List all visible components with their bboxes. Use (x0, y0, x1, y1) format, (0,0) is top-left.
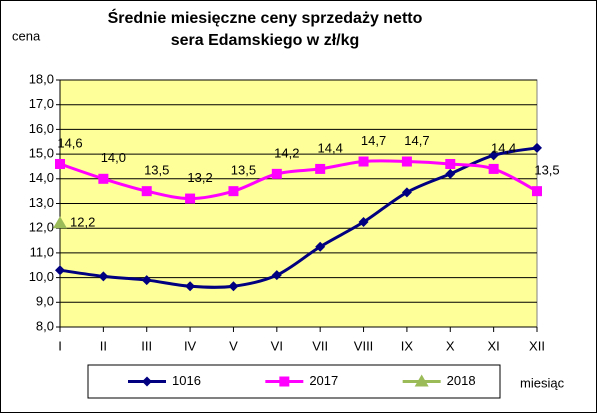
data-label: 14,0 (101, 150, 126, 165)
data-label: 14,4 (318, 140, 343, 155)
data-point (53, 216, 67, 229)
data-point (271, 270, 282, 281)
x-tick-label: IX (401, 338, 414, 353)
y-tick-label: 18,0 (29, 71, 54, 86)
x-tick-label: II (100, 338, 107, 353)
data-point (185, 193, 196, 204)
data-point (488, 150, 499, 161)
data-point (488, 163, 499, 174)
data-label: 14,7 (404, 133, 429, 148)
x-tick-label: X (446, 338, 455, 353)
data-label: 14,4 (491, 140, 516, 155)
x-tick-label: V (229, 338, 238, 353)
data-point (98, 173, 109, 184)
data-point (358, 217, 369, 228)
data-label: 14,6 (57, 135, 82, 150)
y-tick-label: 11,0 (30, 244, 54, 259)
legend-label: 1016 (172, 373, 201, 388)
x-tick-label: I (58, 338, 62, 353)
data-point (532, 142, 542, 153)
x-tick-label: VII (312, 338, 328, 353)
y-tick-label: 8,0 (36, 318, 54, 333)
y-tick-label: 17,0 (29, 96, 54, 111)
data-point (401, 187, 412, 198)
data-label: 13,5 (231, 163, 256, 178)
data-label: 13,5 (534, 163, 559, 178)
legend-label: 2018 (447, 373, 476, 388)
legend-marker (414, 374, 429, 387)
data-point (445, 168, 456, 179)
data-point (315, 163, 326, 174)
y-tick-label: 13,0 (29, 195, 54, 210)
y-tick-label: 9,0 (36, 294, 54, 309)
x-tick-label: VI (271, 338, 283, 353)
data-label: 14,2 (274, 145, 299, 160)
chart-title: Średnie miesięczne ceny sprzedaży netto … (107, 10, 423, 49)
x-tick-label: XII (529, 338, 545, 353)
data-point (532, 186, 542, 197)
legend-marker (142, 376, 152, 387)
data-point (141, 275, 152, 286)
x-tick-label: XI (487, 338, 499, 353)
data-point (141, 186, 152, 197)
data-label: 13,2 (187, 170, 212, 185)
x-axis-label: miesiąc (520, 375, 565, 390)
data-point (228, 186, 239, 197)
data-point (228, 281, 239, 292)
legend-marker (279, 376, 290, 387)
data-label: 12,2 (70, 215, 95, 230)
x-tick-label: III (141, 338, 152, 353)
data-label: 14,7 (361, 133, 386, 148)
data-point (185, 281, 196, 292)
data-point (401, 156, 412, 167)
y-tick-label: 16,0 (29, 121, 54, 136)
y-tick-label: 12,0 (29, 220, 54, 235)
data-point (445, 158, 456, 169)
data-point (55, 265, 65, 276)
y-tick-label: 14,0 (29, 170, 54, 185)
y-tick-label: 10,0 (29, 269, 54, 284)
data-point (315, 241, 326, 252)
x-tick-label: VIII (354, 338, 374, 353)
data-point (55, 158, 65, 169)
legend-label: 2017 (309, 373, 338, 388)
y-tick-label: 15,0 (29, 146, 54, 161)
data-point (98, 271, 109, 282)
data-point (271, 168, 282, 179)
data-label: 13,5 (144, 163, 169, 178)
x-tick-label: IV (184, 338, 197, 353)
data-point (358, 156, 369, 167)
y-axis-label: cena (12, 28, 41, 43)
